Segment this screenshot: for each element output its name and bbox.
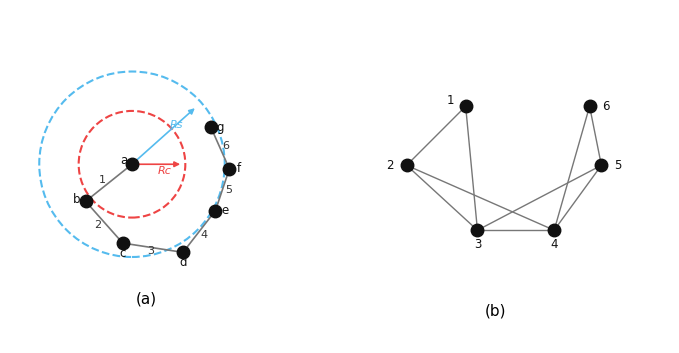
Text: 5: 5 — [225, 185, 232, 195]
Text: (a): (a) — [135, 292, 156, 307]
Text: Rs: Rs — [169, 120, 183, 130]
Text: 5: 5 — [614, 159, 621, 172]
Text: d: d — [179, 256, 187, 269]
Text: f: f — [236, 162, 241, 175]
Text: 1: 1 — [98, 175, 105, 185]
Text: 4: 4 — [551, 239, 558, 251]
Text: a: a — [120, 154, 127, 167]
Text: 6: 6 — [602, 100, 610, 113]
Text: b: b — [73, 192, 80, 205]
Text: e: e — [221, 204, 228, 217]
Text: 6: 6 — [222, 141, 229, 151]
Text: 1: 1 — [447, 94, 455, 107]
Text: g: g — [217, 121, 224, 134]
Text: Rc: Rc — [158, 166, 171, 176]
Text: 3: 3 — [147, 246, 154, 256]
Text: 4: 4 — [200, 230, 207, 240]
Text: 2: 2 — [94, 221, 100, 231]
Text: c: c — [120, 247, 126, 260]
Text: (b): (b) — [484, 304, 506, 319]
Text: 2: 2 — [386, 159, 394, 172]
Text: 3: 3 — [474, 239, 481, 251]
